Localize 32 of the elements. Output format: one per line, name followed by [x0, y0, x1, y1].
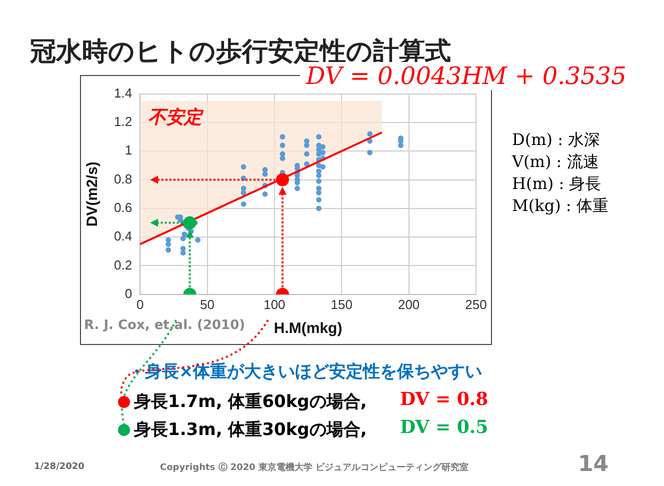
- y-tick-label: 0: [124, 286, 132, 301]
- text: D(m) : 水深: [512, 130, 600, 151]
- text: Copyrights Ⓒ 2020 東京電機大学 ビジュアルコンピューティング研究室: [160, 461, 469, 474]
- x-tick-label: 150: [330, 296, 352, 312]
- y-tick-label: 0.2: [114, 257, 132, 272]
- x-tick-label: 250: [465, 296, 487, 312]
- text: DV = 0.5: [400, 417, 488, 438]
- y-tick-label: 0.6: [114, 200, 132, 216]
- text: DV = 0.0043HM + 0.3535: [300, 62, 632, 90]
- x-tick-label: 200: [398, 296, 420, 312]
- y-tick-label: 1.4: [114, 85, 132, 100]
- text: 1/28/2020: [34, 462, 84, 472]
- y-tick-label: 0.4: [114, 228, 132, 244]
- y-tick-label: 0.8: [114, 171, 132, 186]
- text: R. J. Cox, et.al. (2010): [84, 318, 246, 333]
- point: [183, 216, 196, 230]
- text: V(m) : 流速: [512, 152, 599, 173]
- text: M(kg) : 体重: [512, 196, 608, 217]
- y-axis-title: DV(m2/s): [84, 162, 102, 227]
- x-tick-label: 100: [264, 296, 286, 312]
- text: 身長1.3m, 体重30kgの場合,: [134, 419, 367, 441]
- y-tick-label: 1: [124, 142, 132, 158]
- text: 14: [578, 452, 609, 477]
- x-tick-label: 0: [136, 296, 144, 312]
- text: DV = 0.8: [400, 389, 488, 410]
- text: H(m) : 身長: [512, 174, 602, 195]
- annotation: 不安定: [148, 106, 202, 129]
- x-axis-title: H.M(mkg): [274, 320, 342, 338]
- text: 身長1.7m, 体重60kgの場合,: [134, 391, 367, 413]
- point: [276, 173, 290, 186]
- y-tick-label: 1.2: [114, 114, 132, 130]
- x-tick-label: 50: [200, 296, 214, 312]
